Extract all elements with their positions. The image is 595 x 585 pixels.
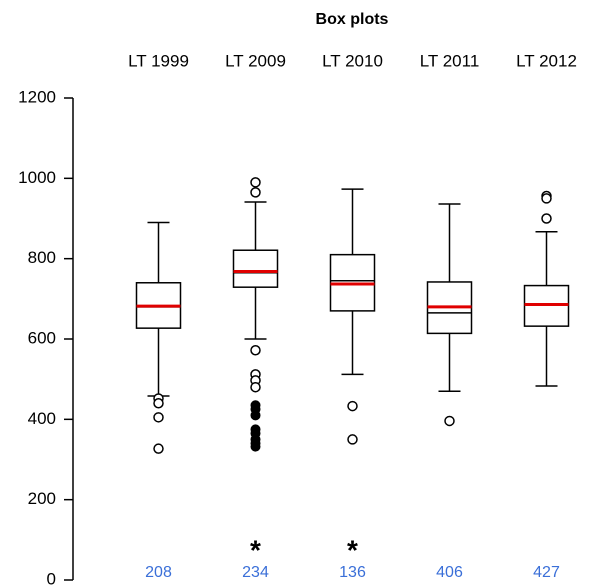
x-category-label: LT 2009: [225, 51, 286, 70]
far-outlier: [250, 410, 261, 421]
count-label: 406: [436, 564, 463, 581]
chart-title: Box plots: [316, 11, 389, 28]
y-tick-label: 1200: [18, 87, 56, 106]
y-tick-label: 0: [47, 569, 56, 585]
count-label: 208: [145, 564, 172, 581]
outlier: [153, 443, 164, 454]
y-tick-label: 400: [28, 409, 56, 428]
outlier: [153, 412, 164, 423]
count-label: 427: [533, 564, 560, 581]
outlier: [153, 398, 164, 409]
significance-star: *: [250, 534, 261, 565]
box: [232, 249, 279, 288]
outlier: [541, 193, 552, 204]
outlier: [347, 434, 358, 445]
significance-star: *: [347, 534, 358, 565]
outlier: [347, 400, 358, 412]
y-tick-label: 600: [28, 328, 56, 347]
outlier: [250, 344, 261, 356]
count-label: 136: [339, 564, 366, 581]
outlier: [250, 381, 261, 393]
far-outlier: [250, 441, 261, 452]
count-label: 234: [242, 564, 269, 581]
x-category-label: LT 2011: [420, 51, 480, 70]
x-category-label: LT 1999: [128, 51, 189, 70]
outlier: [444, 415, 455, 427]
x-category-label: LT 2010: [322, 51, 383, 70]
y-tick-label: 200: [28, 489, 56, 508]
y-tick-label: 1000: [18, 168, 56, 187]
x-category-label: LT 2012: [516, 51, 577, 70]
outlier: [541, 213, 552, 224]
outlier: [250, 177, 261, 188]
y-tick-label: 800: [28, 248, 56, 267]
outlier: [250, 187, 261, 198]
